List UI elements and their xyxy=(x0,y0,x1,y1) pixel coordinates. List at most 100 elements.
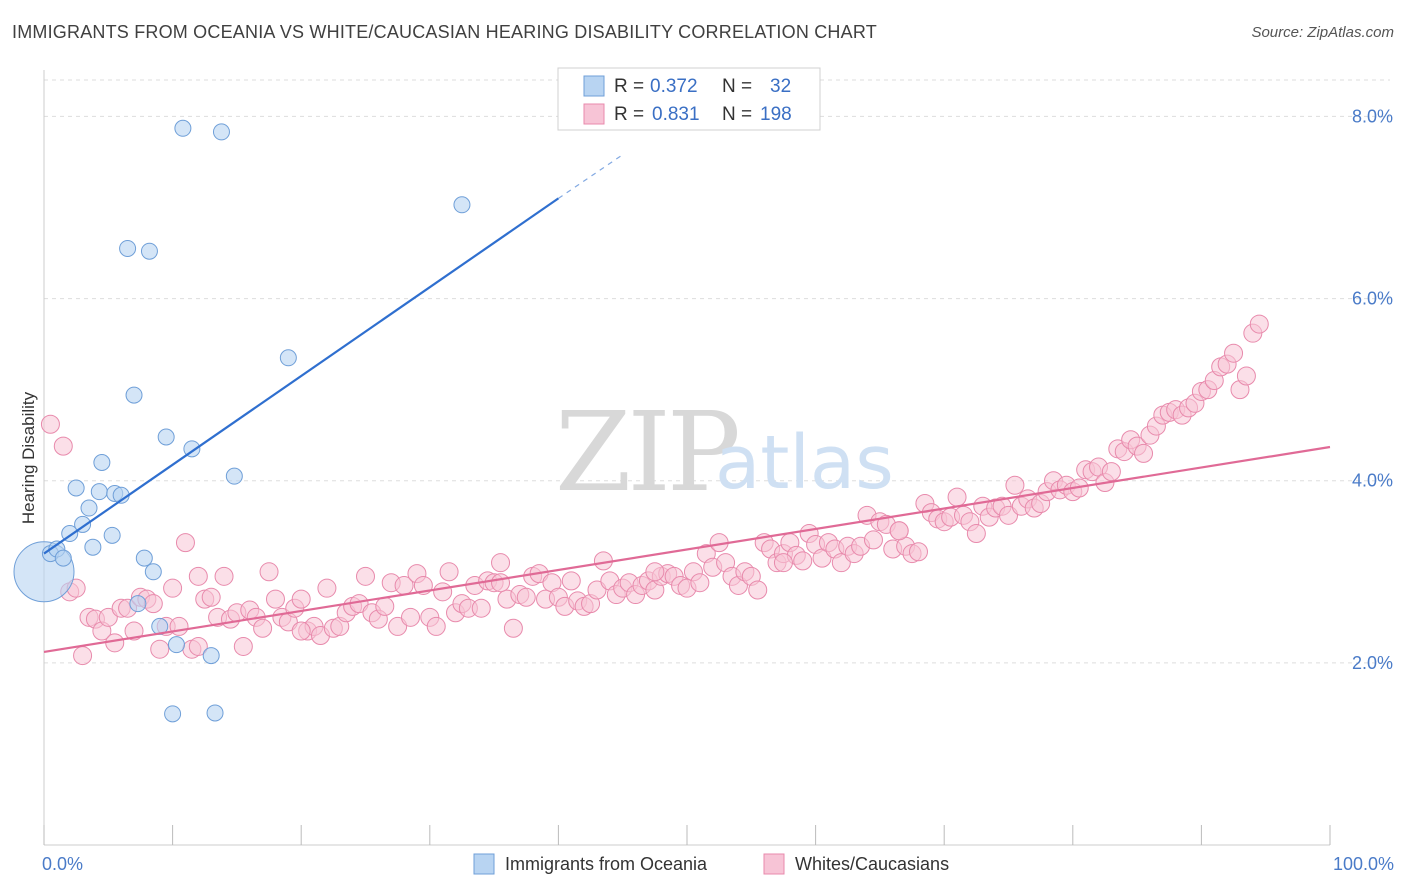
x-tick-label: 0.0% xyxy=(42,854,83,874)
oceania-point xyxy=(103,526,121,544)
whites-point xyxy=(863,530,883,550)
whites-point xyxy=(561,571,581,591)
whites-point xyxy=(73,646,93,666)
oceania-point xyxy=(129,595,147,613)
trend-lines xyxy=(43,154,1331,654)
whites-point xyxy=(1236,366,1256,386)
stats-swatch-pink xyxy=(583,103,605,125)
y-tick-label: 6.0% xyxy=(1352,289,1393,309)
whites-point xyxy=(471,598,491,618)
whites-point xyxy=(214,566,234,586)
oceania-point xyxy=(80,499,98,517)
whites-point xyxy=(124,621,144,641)
whites-point xyxy=(793,551,813,571)
oceania-point xyxy=(167,636,185,654)
whites-point xyxy=(233,636,253,656)
whites-point xyxy=(947,487,967,507)
watermark-zip: ZIP xyxy=(555,388,738,516)
legend-label-whites: Whites/Caucasians xyxy=(795,854,949,874)
whites-point xyxy=(1134,443,1154,463)
whites-point xyxy=(388,616,408,636)
whites-point xyxy=(317,578,337,598)
whites-point xyxy=(375,596,395,616)
oceania-point xyxy=(279,349,297,367)
axes-layer: 2.0% 4.0% 6.0% 8.0% 0.0% 100.0% xyxy=(42,70,1394,874)
y-tick-label: 4.0% xyxy=(1352,471,1393,491)
legend-swatch-oceania xyxy=(473,853,495,875)
whites-point xyxy=(188,566,208,586)
oceania-point xyxy=(183,440,201,458)
stats-r-label-2: R = xyxy=(614,104,644,125)
whites-point xyxy=(188,636,208,656)
whites-point xyxy=(491,573,511,593)
oceania-trend-line xyxy=(43,197,560,555)
whites-point xyxy=(690,573,710,593)
stats-n-label-1: N = xyxy=(722,76,752,97)
y-tick-label: 8.0% xyxy=(1352,106,1393,126)
whites-point xyxy=(105,633,125,653)
whites-point xyxy=(201,587,221,607)
watermark: ZIP atlas xyxy=(555,388,894,516)
legend: Immigrants from Oceania Whites/Caucasian… xyxy=(473,853,949,875)
whites-point xyxy=(98,607,118,627)
whites-point xyxy=(439,562,459,582)
legend-swatch-whites xyxy=(763,853,785,875)
whites-point xyxy=(1005,475,1025,495)
whites-point xyxy=(169,616,189,636)
oceania-point xyxy=(84,538,102,556)
whites-trend-line xyxy=(43,445,1331,654)
whites-point xyxy=(645,562,665,582)
stats-r-value-2: 0.831 xyxy=(652,104,700,125)
oceania-point xyxy=(119,239,137,257)
stats-n-value-1: 32 xyxy=(770,76,791,97)
whites-point xyxy=(748,580,768,600)
oceania-point xyxy=(90,483,108,501)
stats-swatch-blue xyxy=(583,75,605,97)
whites-point xyxy=(426,616,446,636)
oceania-point xyxy=(202,647,220,665)
whites-point xyxy=(150,639,170,659)
whites-point xyxy=(291,589,311,609)
oceania-point xyxy=(206,704,224,722)
whites-point xyxy=(966,524,986,544)
whites-point xyxy=(265,589,285,609)
whites-point xyxy=(163,578,183,598)
oceania-point xyxy=(67,479,85,497)
oceania-point xyxy=(453,196,471,214)
stats-box: R = 0.372 N = 32 R = 0.831 N = 198 xyxy=(557,67,821,131)
whites-point xyxy=(999,505,1018,525)
stats-r-value-1: 0.372 xyxy=(650,76,698,97)
y-tick-label: 2.0% xyxy=(1352,653,1393,673)
whites-point xyxy=(356,566,375,586)
whites-point xyxy=(491,553,511,573)
whites-point xyxy=(889,521,909,541)
y-axis-title: Hearing Disability xyxy=(19,391,38,524)
oceania-point xyxy=(54,549,72,567)
oceania-point xyxy=(144,563,162,581)
oceania-point xyxy=(174,119,192,137)
stats-n-label-2: N = xyxy=(722,104,752,125)
x-tick-label: 100.0% xyxy=(1333,854,1394,874)
whites-point xyxy=(773,553,793,573)
whites-point xyxy=(40,414,60,434)
whites-point xyxy=(143,594,163,614)
oceania-point xyxy=(164,705,182,723)
stats-n-value-2: 198 xyxy=(760,104,792,125)
oceania-trend-extension xyxy=(558,154,624,199)
stats-r-label-1: R = xyxy=(614,76,644,97)
whites-point xyxy=(516,587,536,607)
whites-point xyxy=(1101,462,1121,482)
chart-title: IMMIGRANTS FROM OCEANIA VS WHITE/CAUCASI… xyxy=(12,22,877,42)
whites-point xyxy=(253,618,273,638)
oceania-point xyxy=(135,549,153,567)
whites-point xyxy=(53,436,73,456)
source-label: Source: ZipAtlas.com xyxy=(1251,24,1394,41)
oceania-point xyxy=(93,454,111,471)
oceania-point xyxy=(140,242,158,260)
oceania-points xyxy=(13,119,471,723)
oceania-point xyxy=(225,467,243,485)
oceania-point xyxy=(212,123,230,141)
whites-point xyxy=(175,533,195,553)
whites-point xyxy=(831,553,851,573)
whites-point xyxy=(433,582,453,602)
